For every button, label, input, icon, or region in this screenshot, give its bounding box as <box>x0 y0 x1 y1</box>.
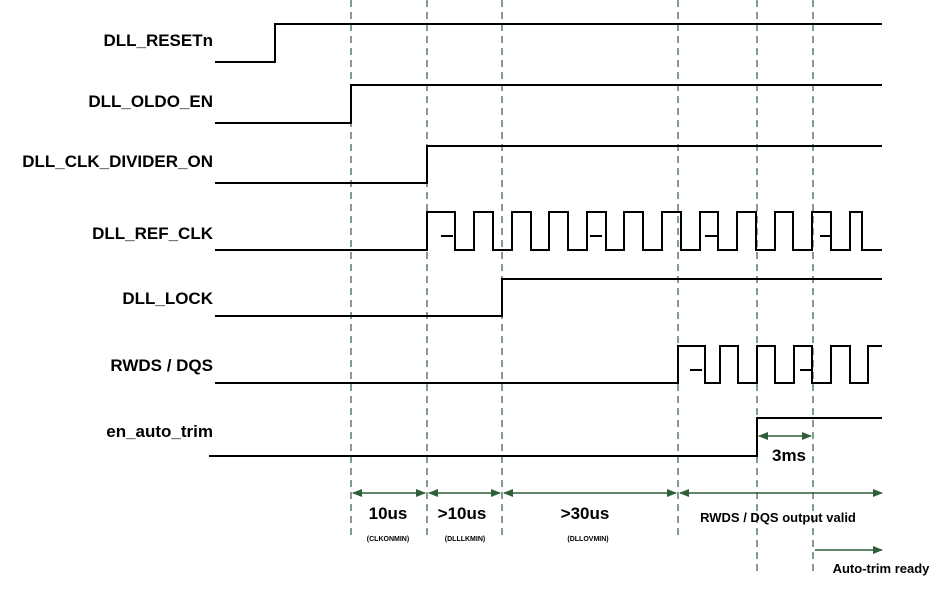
signal-label-dll-resetn: DLL_RESETn <box>103 31 213 50</box>
signal-label-rwds-dqs: RWDS / DQS <box>110 356 213 375</box>
interval-label-dllovmin: >30us <box>561 504 610 523</box>
waveform-dll-clk-divider-on <box>215 145 882 184</box>
interval-label-rwds-valid: RWDS / DQS output valid <box>700 510 856 525</box>
waveform-en-auto-trim <box>209 417 882 457</box>
interval-label-auto-trim-ready: Auto-trim ready <box>833 561 931 576</box>
signal-label-dll-ref-clk: DLL_REF_CLK <box>92 224 214 243</box>
timing-guides <box>350 0 814 575</box>
waveform-rwds-dqs <box>215 345 882 384</box>
signal-label-dll-oldo-en: DLL_OLDO_EN <box>88 92 213 111</box>
waveform-dll-ref-clk <box>215 211 882 251</box>
waveforms <box>209 23 882 457</box>
interval-label-dlllkmin: >10us <box>438 504 487 523</box>
signal-labels: DLL_RESETn DLL_OLDO_EN DLL_CLK_DIVIDER_O… <box>22 31 214 441</box>
signal-label-dll-lock: DLL_LOCK <box>122 289 213 308</box>
interval-sublabel-dllovmin: (DLLOVMIN) <box>567 536 608 543</box>
trim-delay-label: 3ms <box>772 446 806 465</box>
waveform-dll-oldo-en <box>215 84 882 124</box>
interval-sublabel-dlllkmin: (DLLLKMIN) <box>445 536 485 543</box>
waveform-dll-resetn <box>215 23 882 63</box>
interval-sublabel-clkonmin: (CLKONMIN) <box>367 536 409 543</box>
waveform-dll-lock <box>215 278 882 317</box>
interval-annotations: 10us (CLKONMIN) >10us (DLLLKMIN) >30us (… <box>352 489 931 576</box>
signal-label-dll-clk-divider-on: DLL_CLK_DIVIDER_ON <box>22 152 213 171</box>
signal-label-en-auto-trim: en_auto_trim <box>106 422 213 441</box>
interval-label-clkonmin: 10us <box>369 504 408 523</box>
trim-delay-annotation: 3ms <box>758 432 812 465</box>
